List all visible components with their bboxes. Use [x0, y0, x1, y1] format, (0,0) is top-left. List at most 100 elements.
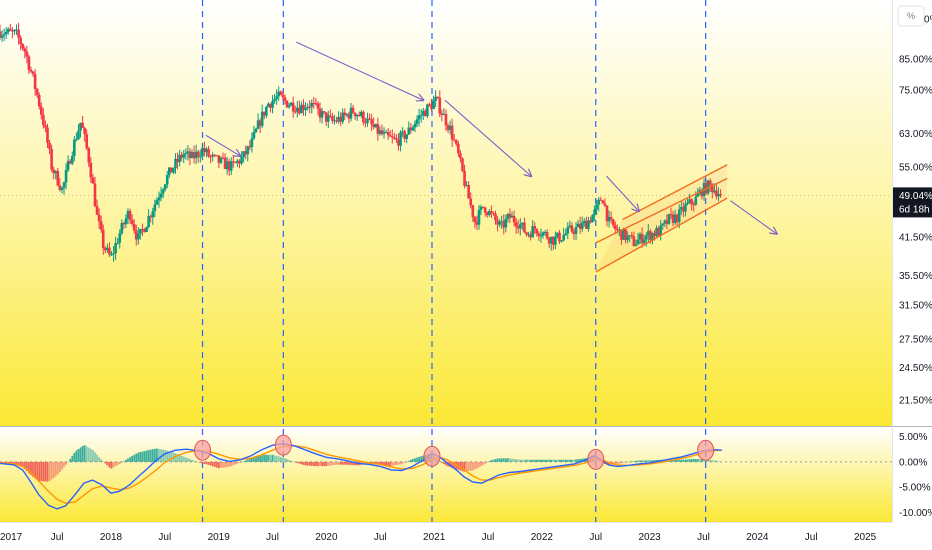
- candle-body: [339, 116, 342, 122]
- channel-middle-line: [595, 177, 728, 244]
- histogram-bar: [164, 449, 167, 462]
- candle: [58, 178, 62, 192]
- candle-body: [624, 229, 627, 241]
- price-tick-label: 85.00%: [899, 55, 932, 66]
- histogram-bar: [3, 461, 6, 463]
- price-tick-label: 31.50%: [899, 301, 932, 312]
- candle: [450, 118, 454, 147]
- histogram-bar: [253, 457, 255, 462]
- histogram-bar: [509, 458, 511, 462]
- histogram-bar: [719, 461, 722, 463]
- candle-body: [403, 131, 406, 139]
- candle-body: [601, 200, 605, 204]
- scale-button[interactable]: %: [897, 5, 925, 27]
- candle: [219, 156, 223, 165]
- candle-body: [64, 169, 68, 183]
- candle: [289, 101, 293, 106]
- histogram-bar: [389, 461, 392, 466]
- candle-body: [692, 204, 696, 206]
- candle-body: [304, 108, 307, 110]
- candle-body: [549, 236, 553, 244]
- candle: [265, 105, 268, 119]
- candle: [198, 149, 202, 163]
- candle: [510, 211, 514, 218]
- candle-body: [310, 102, 314, 107]
- histogram-bar: [506, 458, 509, 462]
- candle: [566, 222, 570, 239]
- candle-body: [101, 229, 105, 249]
- candle: [353, 112, 357, 120]
- histogram-bar: [143, 451, 146, 462]
- time-tick-label: 2018: [100, 532, 123, 543]
- histogram-bar: [399, 461, 402, 465]
- histogram-bar: [17, 461, 20, 466]
- histogram-bar: [686, 459, 689, 462]
- histogram-bar: [478, 461, 480, 468]
- histogram-bar: [255, 456, 257, 462]
- candle-body: [419, 115, 423, 117]
- candle-body: [512, 215, 516, 223]
- candle-body: [634, 244, 638, 247]
- histogram-bar: [304, 461, 307, 466]
- candle-body: [132, 224, 136, 231]
- candle: [638, 232, 642, 245]
- candle-body: [0, 31, 2, 38]
- candle-body: [198, 156, 202, 158]
- candle: [599, 196, 603, 201]
- candle-body: [413, 123, 417, 128]
- candle-body: [362, 111, 365, 123]
- histogram-bar: [488, 461, 491, 462]
- histogram-bar: [504, 458, 507, 462]
- histogram-bar: [178, 454, 181, 462]
- candle: [62, 181, 66, 195]
- histogram-bar: [476, 461, 478, 469]
- candle: [498, 218, 501, 228]
- trend-arrow: [606, 175, 639, 211]
- crossover-marker: [423, 445, 441, 467]
- candle-body: [240, 157, 243, 164]
- histogram-bar: [156, 448, 158, 462]
- candle-body: [622, 229, 625, 240]
- candle-body: [543, 232, 547, 234]
- histogram-bar: [232, 461, 235, 466]
- histogram-bar: [30, 461, 32, 476]
- candle: [23, 46, 27, 59]
- histogram-bar: [56, 461, 59, 475]
- candle-body: [316, 103, 320, 109]
- candle-body: [178, 154, 181, 163]
- histogram-bar: [480, 461, 482, 467]
- candle-body: [188, 151, 192, 158]
- candle-body: [399, 132, 402, 146]
- candle-body: [374, 123, 378, 128]
- candle: [172, 167, 175, 175]
- candle-body: [630, 235, 634, 237]
- candle: [79, 122, 82, 138]
- candle: [15, 24, 18, 35]
- histogram-bar: [306, 461, 309, 466]
- candle: [454, 139, 458, 147]
- candle-body: [481, 206, 485, 208]
- histogram-bar: [680, 459, 683, 462]
- candle-body: [651, 233, 654, 240]
- candle-body: [483, 207, 487, 213]
- candle-body: [607, 216, 611, 222]
- histogram-bar: [717, 461, 720, 462]
- candle-body: [130, 219, 134, 225]
- histogram-bar: [453, 461, 456, 469]
- candle: [479, 204, 483, 216]
- candle-body: [488, 210, 491, 216]
- candle: [675, 213, 679, 226]
- histogram-bar: [473, 461, 476, 470]
- histogram-bar: [11, 461, 14, 464]
- histogram-bar: [5, 461, 8, 463]
- candle: [651, 232, 654, 245]
- candle: [502, 214, 506, 235]
- candle: [355, 114, 359, 122]
- histogram-bar: [104, 461, 107, 464]
- histogram-bar: [339, 461, 342, 465]
- candle-body: [48, 142, 51, 149]
- histogram-bar: [412, 458, 414, 462]
- candle: [267, 102, 270, 108]
- candle-body: [397, 139, 400, 146]
